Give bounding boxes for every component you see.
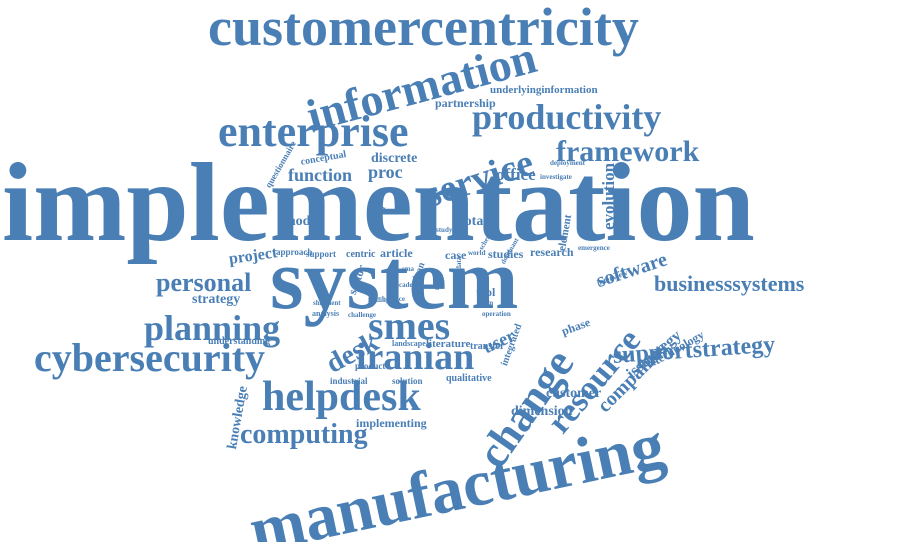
word-decade: decade bbox=[392, 281, 413, 289]
word-enterprise: enterprise bbox=[218, 107, 409, 156]
word-model: model bbox=[284, 214, 321, 229]
word-landscape: landscape bbox=[392, 339, 426, 348]
word-analysis: analysis bbox=[312, 309, 340, 318]
word-businesssystems: businesssystems bbox=[654, 271, 805, 296]
word-customercentricity: customercentricity bbox=[208, 0, 639, 57]
word-underlyinginformation: underlyinginformation bbox=[490, 84, 598, 96]
word-world: world bbox=[468, 249, 486, 257]
word-firm: firm bbox=[480, 299, 494, 307]
word-partnership: partnership bbox=[435, 96, 496, 110]
word-article: article bbox=[380, 246, 413, 260]
word-support: support bbox=[306, 249, 337, 259]
word-study: study bbox=[436, 226, 453, 234]
word-smes: smes bbox=[368, 303, 451, 348]
word-product: product bbox=[355, 361, 386, 371]
word-office: office bbox=[496, 165, 536, 184]
word-research: research bbox=[530, 245, 574, 259]
word-literature: literature bbox=[426, 338, 471, 350]
word-planning: planning bbox=[144, 308, 281, 348]
word-iranian: iranian bbox=[356, 336, 475, 378]
word-phase: phase bbox=[559, 315, 593, 339]
word-approach: approach bbox=[276, 247, 313, 257]
word-tool: tool bbox=[476, 285, 496, 299]
word-studies: studies bbox=[488, 247, 524, 261]
word-discrete: discrete bbox=[371, 151, 418, 166]
word-investigate: investigate bbox=[540, 173, 572, 181]
word-solution: solution bbox=[392, 376, 423, 386]
word-implementation: implementation bbox=[2, 141, 755, 265]
word-personal: personal bbox=[156, 268, 252, 297]
word-productivity: productivity bbox=[472, 97, 662, 137]
word-implementing: implementing bbox=[356, 416, 427, 430]
word-sma: sma bbox=[402, 265, 415, 273]
word-system: system bbox=[270, 231, 519, 327]
word-transfer: transfer bbox=[470, 341, 505, 352]
word-deployment: deployment bbox=[550, 159, 585, 167]
word-balance: balance bbox=[382, 295, 405, 303]
word-proc: proc bbox=[368, 162, 403, 182]
word-emergence: emergence bbox=[578, 244, 610, 252]
word-industrial: industrial bbox=[330, 376, 368, 386]
word-dimension: dimension bbox=[511, 404, 573, 419]
word-centric: centric bbox=[346, 249, 376, 260]
word-computing: computing bbox=[240, 419, 368, 450]
word-cybersecurity: cybersecurity bbox=[34, 335, 266, 380]
word-finding: finding bbox=[368, 296, 390, 304]
word-customer: customer bbox=[546, 386, 602, 401]
word-strategy: strategy bbox=[192, 292, 241, 307]
word-operation: operation bbox=[482, 310, 511, 318]
word-challenge: challenge bbox=[348, 311, 376, 319]
word-understanding: understanding bbox=[208, 336, 271, 347]
word-function: function bbox=[288, 165, 353, 185]
word-qualitative: qualitative bbox=[446, 373, 492, 384]
word-helpdesk: helpdesk bbox=[262, 374, 421, 420]
word-total: total bbox=[460, 214, 488, 229]
word-framework: framework bbox=[556, 135, 700, 168]
word-shipment: shipment bbox=[313, 299, 341, 307]
word-case: case bbox=[445, 248, 467, 262]
